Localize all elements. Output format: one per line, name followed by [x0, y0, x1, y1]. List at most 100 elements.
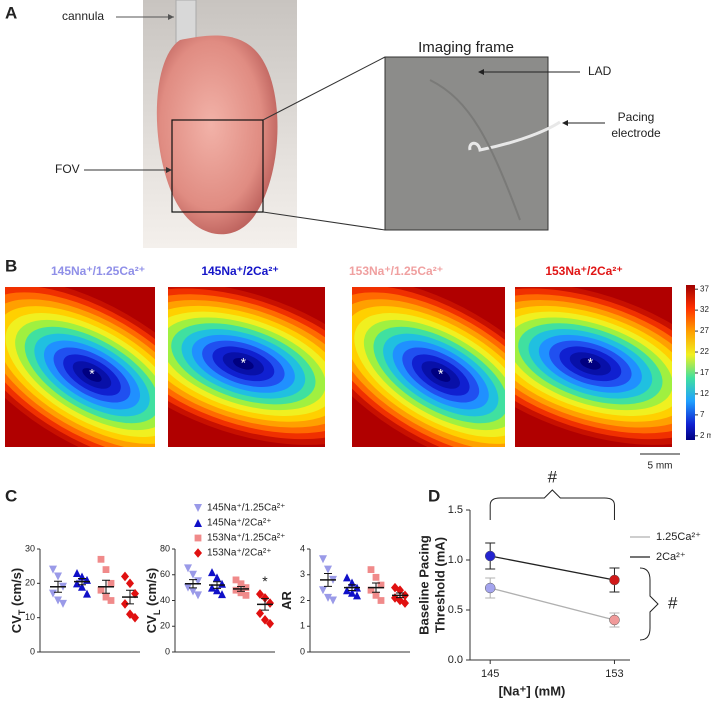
label-sub: L	[152, 609, 162, 615]
significance: #	[668, 593, 678, 612]
activation-map	[352, 287, 505, 447]
data-point	[609, 614, 620, 626]
y-axis-label: AR	[279, 591, 294, 610]
activation-map	[168, 287, 325, 447]
label-main: AR	[279, 591, 294, 610]
data-point	[189, 587, 197, 596]
data-point	[218, 590, 226, 599]
arrow-head	[168, 14, 174, 20]
label-pacing: electrode	[611, 126, 661, 140]
colorbar-label: 32	[700, 305, 709, 314]
data-point	[54, 572, 62, 581]
data-point	[184, 583, 192, 592]
sem-bar	[189, 579, 197, 589]
data-point	[73, 569, 81, 578]
data-point	[208, 583, 216, 592]
sem-bar	[102, 579, 110, 594]
label-unit: (cm/s)	[9, 568, 24, 610]
data-point	[54, 596, 62, 605]
data-point	[97, 555, 105, 563]
y-tick-label: 40	[160, 595, 170, 605]
panel-label: A	[5, 3, 17, 22]
colorbar-label: 2 ms	[700, 431, 711, 440]
y-tick-label: 1.0	[448, 554, 463, 566]
data-point	[396, 595, 404, 606]
colorbar	[686, 285, 695, 440]
sem-bar	[54, 580, 62, 593]
imaging-frame	[384, 56, 549, 231]
data-point	[78, 582, 86, 591]
data-point	[324, 593, 332, 602]
data-point	[242, 591, 250, 599]
data-point	[121, 599, 129, 609]
data-point	[372, 591, 380, 599]
data-point	[213, 586, 221, 595]
condition-label: 153Na⁺/1.25Ca²⁺	[349, 264, 443, 278]
vessel	[429, 79, 521, 221]
brace	[639, 567, 659, 641]
y-tick-label: 0	[165, 646, 170, 656]
colorbar-label: 27	[700, 326, 709, 335]
panel-label: D	[428, 486, 440, 505]
fov-box	[171, 119, 264, 213]
legend-label: 145Na⁺/2Ca²⁺	[207, 518, 271, 529]
colorbar-label: 37	[700, 284, 709, 293]
sem-bar	[396, 592, 404, 599]
isochrone	[233, 358, 254, 370]
x-tick-label: 153	[605, 668, 623, 680]
sem-bar	[213, 581, 221, 589]
data-point	[184, 564, 192, 573]
data-point	[324, 565, 332, 574]
data-point	[372, 573, 380, 581]
y-tick-label: 0	[30, 646, 35, 656]
y-tick-label: 0.5	[448, 604, 463, 616]
isochrone	[431, 368, 451, 382]
data-point	[348, 588, 356, 597]
sem-bar	[237, 586, 245, 592]
data-point	[107, 579, 115, 587]
panel-label: C	[5, 486, 17, 505]
data-point	[256, 589, 264, 599]
y-tick-label: 1	[300, 621, 305, 631]
y-tick-label: 2	[300, 595, 305, 605]
data-point	[401, 598, 409, 608]
legend-label: 153Na⁺/1.25Ca²⁺	[207, 533, 285, 544]
label-main: CV	[144, 615, 159, 633]
zoom-line	[262, 56, 386, 121]
label-lad: LAD	[588, 64, 612, 78]
y-axis-label: CVT (cm/s)	[9, 568, 27, 633]
legend-marker	[194, 548, 202, 558]
activation-map	[515, 287, 672, 447]
y-axis-label: Threshold (mA)	[432, 537, 447, 633]
panel-label: B	[5, 256, 17, 275]
y-tick-label: 0	[300, 646, 305, 656]
legend-marker	[194, 519, 202, 527]
data-point	[343, 586, 351, 595]
data-point	[121, 571, 129, 582]
significance: *	[262, 573, 268, 589]
heart	[156, 35, 278, 235]
sem-bar	[348, 584, 356, 591]
y-tick-label: 10	[25, 612, 35, 622]
data-point	[367, 566, 375, 573]
scale-label: 5 mm	[648, 461, 673, 472]
legend-marker	[194, 534, 202, 542]
sem-bar	[324, 572, 332, 587]
data-point	[261, 615, 269, 625]
sem-bar	[261, 598, 269, 611]
data-point	[189, 570, 197, 579]
data-point	[377, 597, 385, 604]
data-point	[484, 582, 496, 594]
imaging-title: Imaging frame	[418, 39, 514, 56]
y-tick-label: 60	[160, 569, 170, 579]
data-point	[261, 593, 269, 603]
data-point	[319, 586, 327, 595]
pacing-site: *	[89, 366, 95, 382]
isochrone	[82, 368, 102, 382]
colorbar-label: 17	[700, 368, 709, 377]
legend-label: 2Ca²⁺	[656, 551, 686, 563]
data-point	[49, 589, 57, 598]
y-tick-label: 3	[300, 569, 305, 579]
y-tick-label: 30	[25, 543, 35, 553]
sem-bar	[78, 578, 86, 586]
